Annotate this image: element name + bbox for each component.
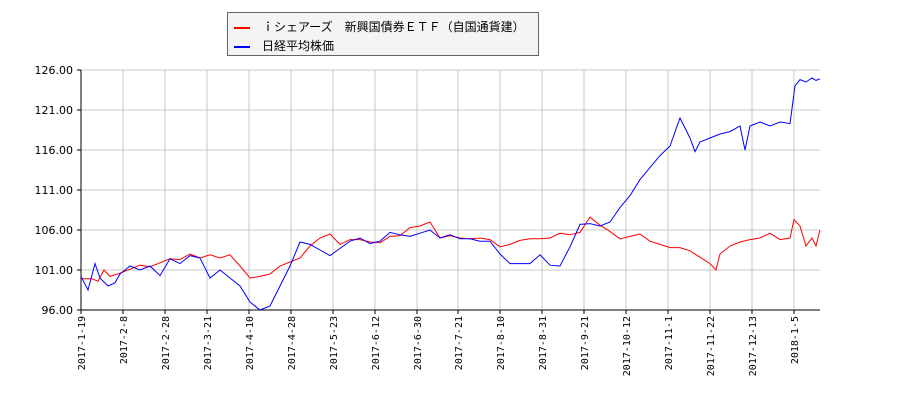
x-tick-label: 2017-1-19 <box>77 316 88 370</box>
x-tick-label: 2017-5-23 <box>329 316 340 370</box>
y-tick-label: 116.00 <box>35 144 74 157</box>
x-tick-label: 2017-7-21 <box>454 316 465 370</box>
chart-legend: ｉシェアーズ 新興国債券ＥＴＦ（自国通貨建） 日経平均株価 <box>227 12 539 56</box>
x-tick-label: 2017-12-13 <box>748 316 759 376</box>
x-tick-label: 2017-4-28 <box>287 316 298 370</box>
x-tick-label: 2017-11-22 <box>706 316 717 376</box>
legend-red-line-icon <box>234 26 250 29</box>
y-tick-label: 111.00 <box>35 184 74 197</box>
y-tick-label: 126.00 <box>35 64 74 77</box>
legend-item-etf: ｉシェアーズ 新興国債券ＥＴＦ（自国通貨建） <box>234 18 525 35</box>
x-tick-label: 2017-8-31 <box>538 316 549 370</box>
x-tick-label: 2017-6-12 <box>371 316 382 370</box>
legend-label-etf: ｉシェアーズ 新興国債券ＥＴＦ（自国通貨建） <box>262 20 525 34</box>
y-tick-label: 106.00 <box>35 224 74 237</box>
x-tick-label: 2017-6-30 <box>413 316 424 370</box>
etf-series-line <box>81 216 821 282</box>
x-tick-label: 2017-8-10 <box>496 316 507 370</box>
legend-label-nikkei: 日経平均株価 <box>262 39 335 53</box>
nikkei-series-line <box>80 77 821 311</box>
legend-blue-line-icon <box>234 45 250 48</box>
y-tick-label: 121.00 <box>35 104 74 117</box>
x-tick-label: 2017-11-1 <box>664 316 675 370</box>
x-tick-label: 2017-2-28 <box>161 316 172 370</box>
x-tick-label: 2017-3-21 <box>203 316 214 370</box>
legend-item-nikkei: 日経平均株価 <box>234 37 334 54</box>
x-tick-label: 2017-4-10 <box>245 316 256 370</box>
x-tick-label: 2017-2-8 <box>119 316 130 364</box>
y-tick-label: 101.00 <box>35 264 74 277</box>
x-tick-label: 2017-9-21 <box>580 316 591 370</box>
y-tick-label: 96.00 <box>42 304 74 317</box>
x-tick-label: 2018-1-5 <box>790 316 801 364</box>
x-tick-label: 2017-10-12 <box>622 316 633 376</box>
